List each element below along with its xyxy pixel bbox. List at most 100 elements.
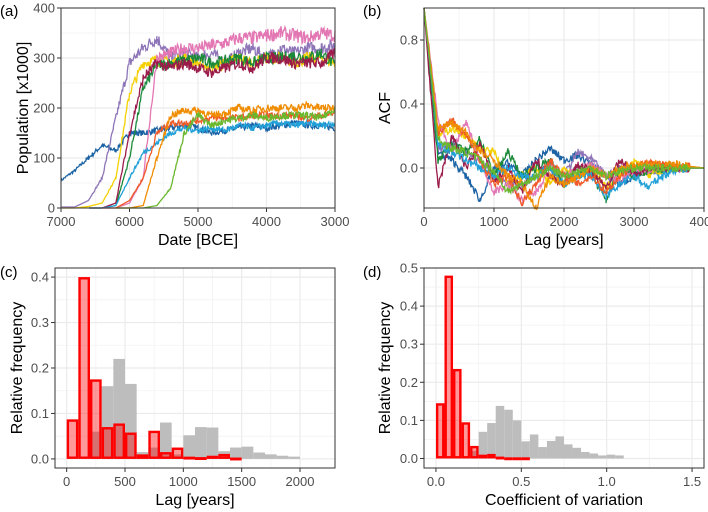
- histogram-bar-red: [113, 423, 125, 459]
- x-tick-label: 6000: [115, 214, 144, 229]
- x-axis-title: Coefficient of variation: [485, 492, 643, 509]
- series-line: [116, 107, 336, 209]
- plot-border: [54, 267, 336, 469]
- histogram-bar-red: [444, 275, 454, 459]
- y-tick-label: 0.4: [400, 299, 418, 314]
- histogram-bar-red: [183, 456, 196, 460]
- y-axis-title: ACF: [377, 92, 394, 124]
- x-tick-label: 0: [63, 474, 70, 489]
- histogram-bar-red: [461, 422, 471, 459]
- histogram-bar-gray: [606, 454, 616, 459]
- y-tick-label: 0.0: [31, 451, 49, 466]
- y-tick-label: 0.1: [400, 413, 418, 428]
- histogram-bar-gray: [90, 431, 102, 459]
- x-tick-label: 500: [114, 474, 136, 489]
- x-tick-label: 1.5: [683, 474, 701, 489]
- x-tick-label: 4000: [252, 214, 281, 229]
- histogram-bar-gray: [183, 435, 195, 459]
- y-tick-label: 0: [48, 201, 55, 216]
- panel-c: 0 500 1000 1500 2000 0.0 0.1 0.2 0.3 0.4 Lag [year…: [0, 264, 336, 509]
- histogram-bar-gray: [288, 456, 300, 459]
- histogram-bar-gray: [521, 441, 530, 459]
- y-tick-label: 0.4: [31, 270, 49, 285]
- x-tick-label: 3000: [620, 214, 649, 229]
- x-tick-label: 0.0: [427, 474, 445, 489]
- y-tick-label: 0.0: [400, 161, 418, 176]
- series-line: [89, 47, 336, 209]
- histogram-bar-gray: [495, 405, 505, 459]
- histogram-bar-red: [194, 457, 207, 460]
- histogram-bar-red: [453, 368, 462, 459]
- panel-b: 0 1000 2000 3000 4000 0.0 0.4 0.8 Lag [years] ACF…: [363, 3, 708, 249]
- series-line: [423, 7, 704, 196]
- panel-label: (b): [363, 3, 381, 20]
- series-line: [89, 117, 336, 209]
- histogram-bar-gray: [598, 455, 607, 459]
- y-tick-label: 300: [33, 51, 55, 66]
- histogram-bar-red: [148, 430, 161, 459]
- histogram-bar-gray: [125, 383, 137, 459]
- x-tick-label: 7000: [47, 214, 76, 229]
- y-tick-label: 0.2: [31, 361, 49, 376]
- histogram-bar-red: [218, 453, 231, 459]
- histogram-bar-gray: [529, 434, 539, 459]
- y-tick-label: 0.3: [400, 337, 418, 352]
- y-axis-title: Relative frequency: [9, 302, 26, 435]
- histogram-bar-gray: [265, 454, 277, 459]
- y-tick-label: 200: [33, 101, 55, 116]
- histogram-bar-red: [487, 453, 496, 459]
- histogram-bar-gray: [538, 447, 547, 459]
- series-line: [89, 48, 336, 209]
- series-line: [423, 7, 705, 211]
- y-tick-label: 0.5: [400, 261, 418, 276]
- x-tick-label: 2000: [550, 214, 579, 229]
- histogram-bar-red: [478, 454, 488, 459]
- x-tick-label: 0: [420, 214, 427, 229]
- plot-border: [423, 7, 705, 209]
- x-tick-label: 2000: [286, 474, 315, 489]
- histogram-bar-red: [495, 456, 505, 460]
- y-tick-label: 0.1: [31, 406, 49, 421]
- x-tick-label: 4000: [690, 214, 708, 229]
- histogram-bar-gray: [253, 452, 265, 459]
- panel-d: 0.0 0.5 1.0 1.5 0.0 0.1 0.2 0.3 0.4 0.5 Coefficien…: [363, 261, 705, 509]
- y-axis-title: Population [x1000]: [15, 42, 32, 175]
- histogram-bar-gray: [276, 455, 289, 459]
- x-tick-label: 1000: [169, 474, 198, 489]
- y-axis-title: Relative frequency: [377, 302, 394, 435]
- x-tick-label: 1500: [227, 474, 256, 489]
- histogram-bar-red: [435, 403, 445, 459]
- y-tick-label: 0.8: [400, 33, 418, 48]
- histogram-bar-red: [101, 427, 114, 459]
- histogram-bar-gray: [546, 440, 556, 459]
- histogram-bar-gray: [206, 427, 219, 459]
- histogram-bar-gray: [113, 358, 125, 459]
- histogram-bar-gray: [148, 447, 160, 459]
- histogram-bar-red: [206, 455, 219, 459]
- x-tick-label: 5000: [184, 214, 213, 229]
- histogram-bar-gray: [160, 422, 172, 459]
- histogram-bar-red: [136, 454, 149, 459]
- histogram-bar-red: [512, 457, 522, 461]
- histogram-bar-gray: [478, 431, 488, 459]
- panel-a: 7000 6000 5000 4000 3000 0 100 200 300 400 Date [B…: [0, 1, 349, 250]
- histogram-bar-gray: [555, 436, 564, 459]
- panel-label: (d): [363, 264, 381, 281]
- panel-label: (c): [0, 264, 18, 281]
- histogram-bar-gray: [572, 447, 582, 459]
- plot-border: [423, 267, 705, 469]
- histogram-bar-gray: [101, 386, 114, 459]
- histogram-bar-red: [159, 452, 172, 459]
- histogram-bar-gray: [487, 423, 496, 459]
- histogram-bar-red: [89, 379, 102, 459]
- y-tick-label: 0.4: [400, 97, 418, 112]
- plot-border: [60, 7, 336, 209]
- x-axis-title: Date [BCE]: [158, 232, 238, 249]
- histogram-bar-gray: [615, 455, 624, 459]
- x-tick-label: 1000: [480, 214, 509, 229]
- histogram-bar-gray: [470, 450, 479, 459]
- x-tick-label: 1.0: [598, 474, 616, 489]
- x-axis-title: Lag [years]: [155, 492, 234, 509]
- series-line: [116, 100, 336, 209]
